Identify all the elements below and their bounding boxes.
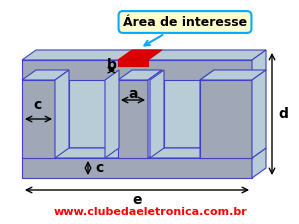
Polygon shape — [150, 70, 164, 158]
Text: c: c — [96, 161, 104, 175]
Text: a: a — [128, 87, 138, 101]
Text: Área de interesse: Área de interesse — [123, 15, 247, 45]
Polygon shape — [22, 158, 252, 178]
Text: e: e — [132, 193, 142, 207]
Polygon shape — [200, 70, 214, 158]
Polygon shape — [150, 148, 214, 158]
Text: b: b — [106, 58, 116, 72]
Text: d: d — [278, 107, 288, 121]
Polygon shape — [55, 70, 69, 158]
Polygon shape — [105, 70, 119, 158]
Text: www.clubedaeletronica.com.br: www.clubedaeletronica.com.br — [53, 207, 247, 217]
Polygon shape — [164, 70, 214, 148]
Polygon shape — [55, 148, 119, 158]
Text: c: c — [34, 98, 42, 112]
Polygon shape — [118, 50, 162, 60]
Polygon shape — [22, 148, 266, 158]
Polygon shape — [69, 70, 119, 148]
Polygon shape — [55, 70, 69, 158]
Polygon shape — [118, 80, 148, 158]
Polygon shape — [252, 50, 266, 80]
Polygon shape — [22, 60, 252, 80]
Polygon shape — [22, 70, 69, 80]
Polygon shape — [118, 60, 148, 66]
Polygon shape — [148, 70, 162, 158]
Polygon shape — [252, 70, 266, 158]
Polygon shape — [252, 148, 266, 178]
Polygon shape — [22, 80, 55, 158]
Polygon shape — [200, 80, 252, 158]
Polygon shape — [200, 70, 266, 80]
Polygon shape — [118, 70, 162, 80]
Polygon shape — [22, 50, 266, 60]
